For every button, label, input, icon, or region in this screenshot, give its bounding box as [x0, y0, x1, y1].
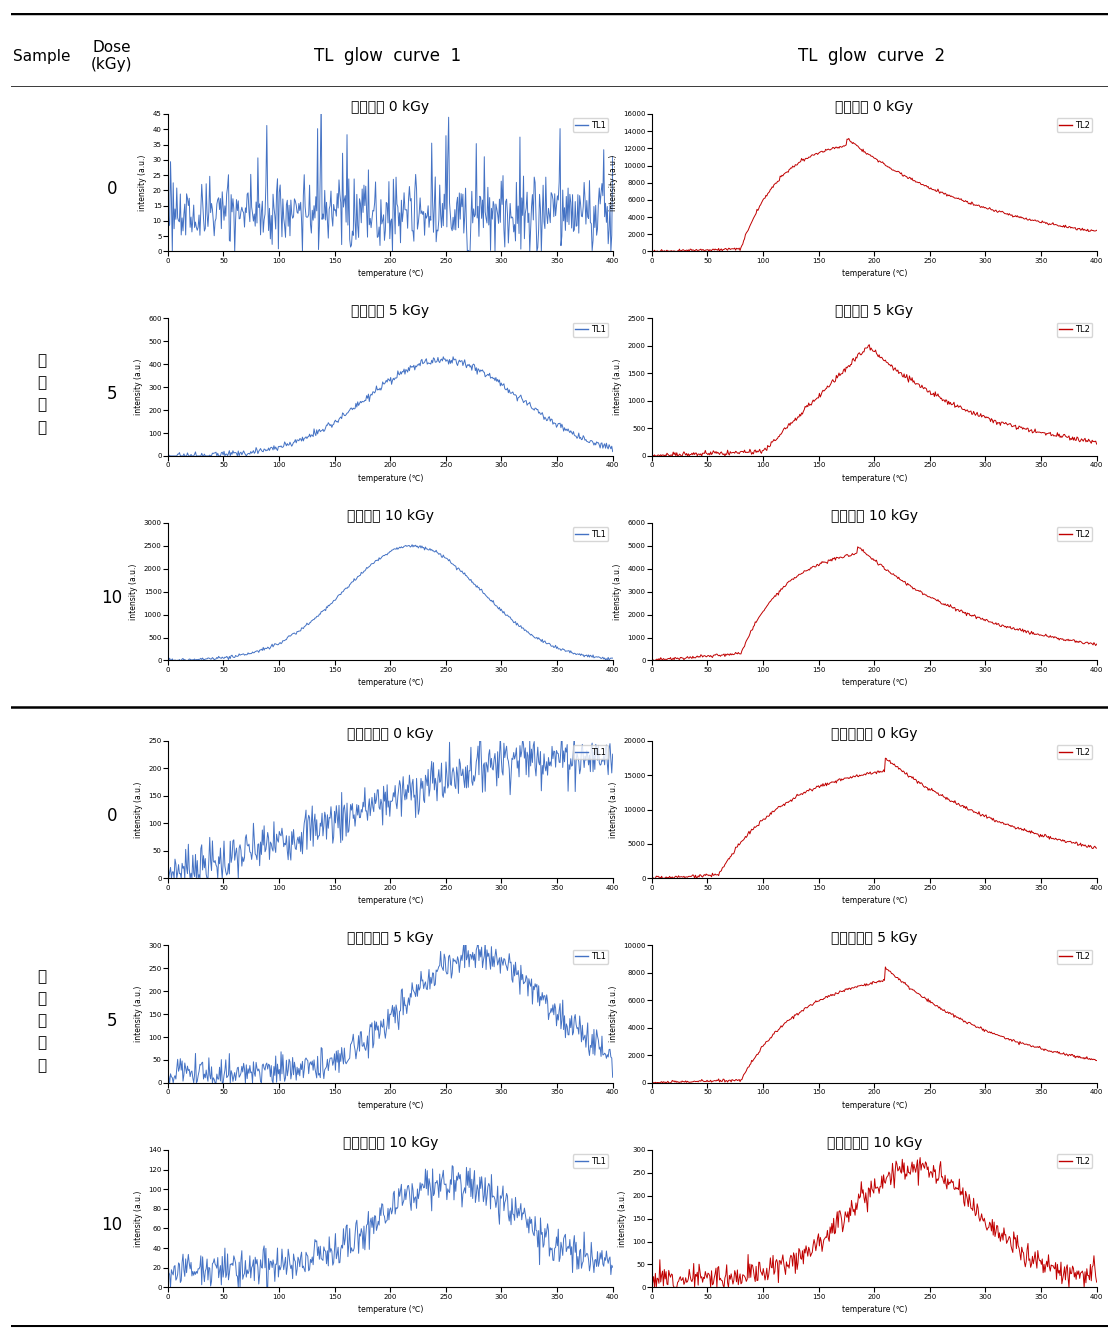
Text: 10: 10: [102, 1216, 122, 1234]
Title: 라면스프 0 kGy: 라면스프 0 kGy: [835, 101, 913, 114]
Y-axis label: intensity (a.u.): intensity (a.u.): [133, 986, 142, 1042]
Title: 소갈비양념 5 kGy: 소갈비양념 5 kGy: [347, 932, 433, 945]
X-axis label: temperature (℃): temperature (℃): [841, 1101, 906, 1109]
Legend: TL1: TL1: [573, 1155, 609, 1168]
X-axis label: temperature (℃): temperature (℃): [358, 270, 423, 278]
Y-axis label: intensity (a.u.): intensity (a.u.): [613, 359, 622, 416]
X-axis label: temperature (℃): temperature (℃): [358, 1101, 423, 1109]
Y-axis label: intensity (a.u.): intensity (a.u.): [133, 782, 142, 838]
Legend: TL2: TL2: [1056, 323, 1092, 337]
X-axis label: temperature (℃): temperature (℃): [358, 679, 423, 687]
Text: Dose
(kGy): Dose (kGy): [91, 40, 133, 72]
Title: 소갈비양념 5 kGy: 소갈비양념 5 kGy: [831, 932, 918, 945]
Title: 라면스프 0 kGy: 라면스프 0 kGy: [351, 101, 430, 114]
Y-axis label: intensity (a.u.): intensity (a.u.): [138, 154, 147, 211]
Text: 5: 5: [106, 1012, 117, 1030]
Title: 소갈비양념 10 kGy: 소갈비양념 10 kGy: [342, 1136, 438, 1151]
Y-axis label: intensity (a.u.): intensity (a.u.): [618, 1191, 627, 1247]
Y-axis label: intensity (a.u.): intensity (a.u.): [613, 563, 622, 620]
Legend: TL1: TL1: [573, 118, 609, 133]
X-axis label: temperature (℃): temperature (℃): [358, 896, 423, 905]
Legend: TL1: TL1: [573, 323, 609, 337]
Text: Sample: Sample: [13, 48, 70, 63]
Legend: TL2: TL2: [1056, 746, 1092, 759]
X-axis label: temperature (℃): temperature (℃): [841, 1305, 906, 1314]
Legend: TL1: TL1: [573, 746, 609, 759]
Title: 소갈비양념 0 kGy: 소갈비양념 0 kGy: [831, 727, 918, 740]
X-axis label: temperature (℃): temperature (℃): [841, 896, 906, 905]
Y-axis label: intensity (a.u.): intensity (a.u.): [609, 782, 618, 838]
Legend: TL1: TL1: [573, 527, 609, 542]
X-axis label: temperature (℃): temperature (℃): [841, 270, 906, 278]
Text: TL  glow  curve  2: TL glow curve 2: [798, 47, 944, 66]
X-axis label: temperature (℃): temperature (℃): [841, 473, 906, 483]
Title: 라면스프 5 kGy: 라면스프 5 kGy: [835, 304, 913, 319]
Title: 소갈비양념 10 kGy: 소갈비양념 10 kGy: [827, 1136, 922, 1151]
Text: 10: 10: [102, 590, 122, 607]
Title: 라면스프 10 kGy: 라면스프 10 kGy: [830, 510, 918, 523]
Legend: TL2: TL2: [1056, 949, 1092, 964]
Y-axis label: intensity (a.u.): intensity (a.u.): [133, 359, 142, 416]
Text: 라
면
스
프: 라 면 스 프: [37, 353, 47, 434]
Legend: TL2: TL2: [1056, 527, 1092, 542]
Y-axis label: intensity (a.u.): intensity (a.u.): [609, 154, 618, 211]
X-axis label: temperature (℃): temperature (℃): [358, 1305, 423, 1314]
Title: 소갈비양념 0 kGy: 소갈비양념 0 kGy: [347, 727, 433, 740]
Title: 라면스프 5 kGy: 라면스프 5 kGy: [351, 304, 430, 319]
X-axis label: temperature (℃): temperature (℃): [841, 679, 906, 687]
Y-axis label: intensity (a.u.): intensity (a.u.): [129, 563, 138, 620]
Legend: TL2: TL2: [1056, 118, 1092, 133]
Text: 0: 0: [106, 181, 117, 198]
Text: 5: 5: [106, 385, 117, 402]
Text: 소
갈
비
양
념: 소 갈 비 양 념: [37, 970, 47, 1073]
Y-axis label: intensity (a.u.): intensity (a.u.): [133, 1191, 142, 1247]
Text: 0: 0: [106, 807, 117, 825]
X-axis label: temperature (℃): temperature (℃): [358, 473, 423, 483]
Legend: TL2: TL2: [1056, 1155, 1092, 1168]
Title: 라면스프 10 kGy: 라면스프 10 kGy: [347, 510, 434, 523]
Text: TL  glow  curve  1: TL glow curve 1: [314, 47, 461, 66]
Legend: TL1: TL1: [573, 949, 609, 964]
Y-axis label: intensity (a.u.): intensity (a.u.): [609, 986, 618, 1042]
